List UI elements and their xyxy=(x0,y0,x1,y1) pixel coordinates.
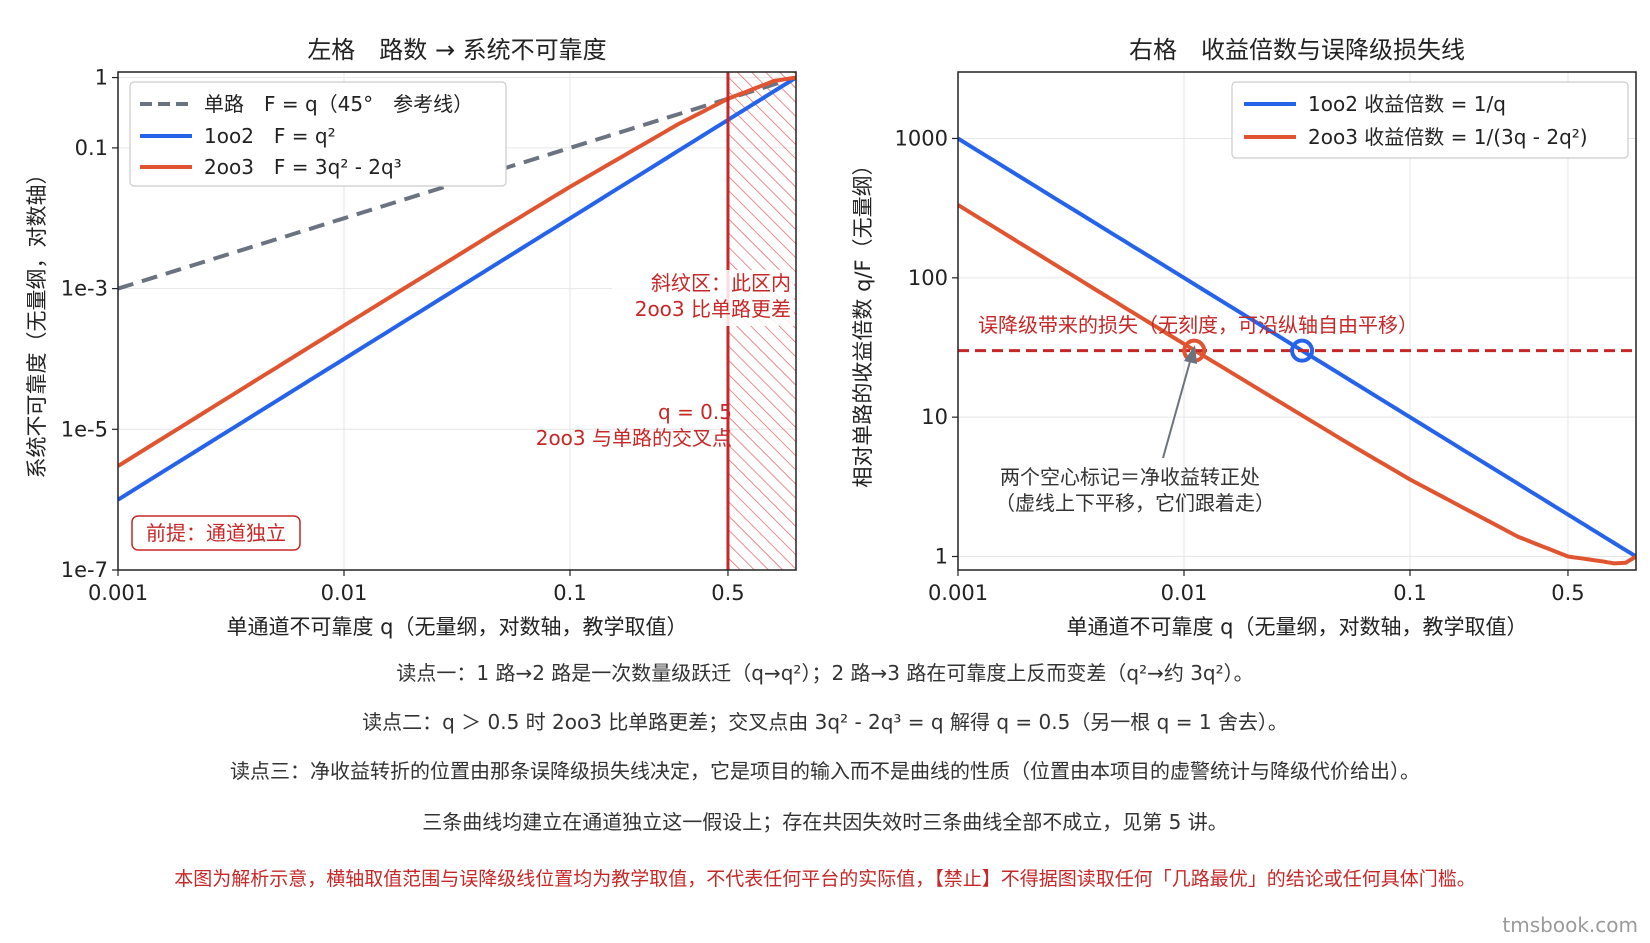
series-line-1 xyxy=(118,75,796,502)
watermark: tmsbook.com xyxy=(1502,913,1638,937)
y-tick-label: 1e-7 xyxy=(61,558,108,582)
hatch-label-line1: 斜纹区：此区内 xyxy=(651,271,791,295)
y-tick-label: 1000 xyxy=(895,126,948,150)
legend-entry-gain-1oo2: 1oo2 收益倍数 = 1/q xyxy=(1308,92,1506,116)
x-tick-label: 0.5 xyxy=(711,581,744,605)
note-4: 三条曲线均建立在通道独立这一假设上；存在共因失效时三条曲线全部不成立，见第 5 … xyxy=(422,810,1228,834)
warning-note: 本图为解析示意，横轴取值范围与误降级线位置均为教学取值，不代表任何平台的实际值，… xyxy=(174,868,1476,890)
left-chart-panel: 左格 路数 → 系统不可靠度 0.001 0.01 0.1 0.5 1e-7 1e-5 1e… xyxy=(25,36,797,639)
premise-label: 前提：通道独立 xyxy=(146,521,286,545)
right-ylabel: 相对单路的收益倍数 q/F（无量纲） xyxy=(851,154,875,487)
y-tick-label: 1 xyxy=(95,66,108,90)
x-tick-label: 0.1 xyxy=(553,581,586,605)
note-1: 读点一：1 路→2 路是一次数量级跃迁（q→q²）；2 路→3 路在可靠度上反而… xyxy=(396,661,1254,685)
loss-line-label: 误降级带来的损失（无刻度，可沿纵轴自由平移） xyxy=(978,313,1418,337)
hollow-marker-1oo2 xyxy=(1290,338,1315,363)
y-tick-label: 1 xyxy=(935,544,948,568)
right-ticks: 0.001 0.01 0.1 0.5 1 10 100 1000 xyxy=(895,126,1585,605)
left-axes-frame xyxy=(117,71,797,571)
y-tick-label: 1e-5 xyxy=(61,417,108,441)
crossover-label-line1: q = 0.5 xyxy=(658,400,732,424)
note-3: 读点三：净收益转折的位置由那条误降级损失线决定，它是项目的输入而不是曲线的性质（… xyxy=(230,759,1420,783)
left-ticks: 0.001 0.01 0.1 0.5 1e-7 1e-5 1e-3 0.1 1 xyxy=(61,66,745,605)
left-legend: 单路 F = q（45° 参考线） 1oo2 F = q² 2oo3 F = 3… xyxy=(129,81,507,187)
series-line-1 xyxy=(958,203,1636,566)
left-xlabel: 单通道不可靠度 q（无量纲，对数轴，教学取值） xyxy=(226,615,687,639)
right-legend: 1oo2 收益倍数 = 1/q 2oo3 收益倍数 = 1/(3q - 2q²) xyxy=(1231,81,1629,159)
note-2: 读点二：q ＞ 0.5 时 2oo3 比单路更差；交叉点由 3q² - 2q³ … xyxy=(362,710,1288,734)
right-xlabel: 单通道不可靠度 q（无量纲，对数轴，教学取值） xyxy=(1066,615,1527,639)
hatch-label-line2: 2oo3 比单路更差 xyxy=(635,297,791,321)
marker-note-line1: 两个空心标记＝净收益转正处 xyxy=(1000,465,1260,489)
marker-note-arrow xyxy=(1162,357,1192,459)
series-line-0 xyxy=(118,75,796,291)
right-chart-title: 右格 收益倍数与误降级损失线 xyxy=(1129,36,1465,64)
arrow-head-icon xyxy=(1184,345,1197,364)
right-axes-frame xyxy=(957,71,1637,571)
premise-box xyxy=(131,515,301,551)
left-ylabel: 系统不可靠度（无量纲，对数轴） xyxy=(25,164,49,479)
crossover-label-line2: 2oo3 与单路的交叉点 xyxy=(536,426,732,450)
series-line-2 xyxy=(118,75,796,468)
y-tick-label: 10 xyxy=(921,405,948,429)
x-tick-label: 0.01 xyxy=(321,581,368,605)
y-tick-label: 100 xyxy=(908,266,948,290)
legend-entry-gain-2oo3: 2oo3 收益倍数 = 1/(3q - 2q²) xyxy=(1308,125,1588,149)
series-line-0 xyxy=(958,136,1636,559)
y-tick-label: 1e-3 xyxy=(61,277,108,301)
legend-entry-2oo3: 2oo3 F = 3q² - 2q³ xyxy=(204,155,402,179)
x-tick-label: 0.001 xyxy=(928,581,988,605)
right-series-lines xyxy=(958,136,1636,566)
x-tick-label: 0.5 xyxy=(1551,581,1584,605)
legend-entry-1oo2: 1oo2 F = q² xyxy=(204,124,336,148)
x-tick-label: 0.001 xyxy=(88,581,148,605)
right-chart-panel: 右格 收益倍数与误降级损失线 0.001 0.01 0.1 0.5 1 10 100 1000… xyxy=(851,36,1637,639)
left-chart-title: 左格 路数 → 系统不可靠度 xyxy=(307,36,606,64)
x-tick-label: 0.01 xyxy=(1161,581,1208,605)
legend-entry-single: 单路 F = q（45° 参考线） xyxy=(204,92,473,116)
y-tick-label: 0.1 xyxy=(75,136,108,160)
left-series-lines xyxy=(118,75,796,502)
marker-note-line2: （虚线上下平移，它们跟着走） xyxy=(995,491,1275,515)
x-tick-label: 0.1 xyxy=(1393,581,1426,605)
